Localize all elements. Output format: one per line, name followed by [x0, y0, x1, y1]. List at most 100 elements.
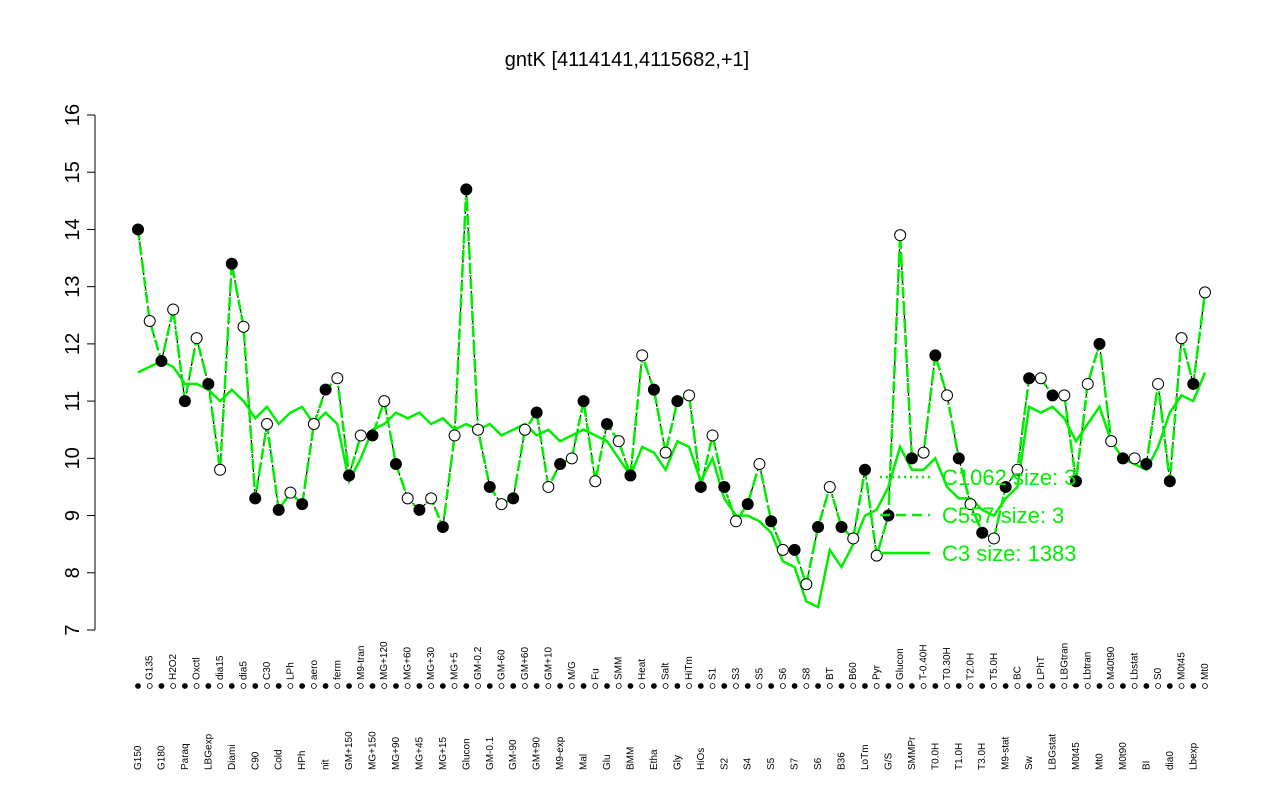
data-point: [835, 521, 848, 533]
x-tick-label: BT: [825, 667, 836, 680]
rug-dot: [182, 683, 188, 689]
rug-dot: [439, 683, 446, 689]
x-tick-label: S0: [1153, 667, 1164, 680]
rug-dot: [627, 683, 634, 689]
x-tick-label: M9-stat: [1001, 736, 1012, 770]
x-tick-label: GM-90: [508, 739, 519, 770]
rug-dot: [428, 683, 435, 689]
rug-dot: [322, 683, 329, 689]
x-tick-label: Glucon: [895, 648, 906, 680]
rug-dot: [873, 683, 880, 689]
rug-dot: [557, 683, 564, 689]
data-point: [307, 418, 320, 430]
rug-dot: [885, 683, 892, 689]
data-point: [976, 526, 989, 539]
x-tick-label: MG+5: [450, 652, 461, 680]
data-point: [812, 521, 825, 533]
data-point: [530, 406, 543, 419]
data-point: [952, 452, 965, 465]
x-tick-label: dia5: [239, 661, 250, 680]
y-tick-label: 12: [62, 333, 84, 355]
rug-dot: [1002, 683, 1009, 689]
x-tick-label: T0.30H: [942, 647, 953, 680]
x-tick-label: M0t45: [1071, 742, 1082, 770]
data-point: [249, 492, 262, 505]
rug-dot: [393, 683, 399, 689]
x-tick-label: HiTm: [684, 656, 695, 680]
rug-dot: [193, 683, 200, 689]
rug-dot: [779, 683, 786, 689]
x-tick-label: MG+30: [426, 646, 437, 680]
rug-dot: [334, 683, 341, 689]
x-tick-label: Lbstat: [1130, 653, 1141, 680]
rug-dot: [1202, 683, 1208, 689]
rug-dot: [756, 683, 763, 689]
y-tick-label: 9: [62, 510, 84, 521]
rug-dot: [369, 683, 376, 689]
data-point: [354, 429, 367, 442]
rug-dot: [592, 683, 599, 689]
x-tick-label: T1.0H: [954, 743, 965, 770]
rug-dot: [1073, 683, 1079, 689]
data-point: [202, 377, 215, 390]
x-tick-label: BI: [1141, 761, 1152, 770]
x-tick-label: C90: [250, 751, 261, 770]
data-point: [706, 429, 719, 442]
rug-dot: [533, 683, 540, 689]
data-point: [378, 395, 391, 408]
rug-dot: [1049, 683, 1056, 689]
data-point: [296, 498, 309, 511]
data-point: [1116, 452, 1129, 465]
x-tick-label: MG+60: [403, 646, 414, 680]
y-tick-label: 15: [62, 161, 84, 183]
rug-dot: [850, 683, 857, 689]
rug-dot: [146, 683, 153, 689]
data-point: [1070, 475, 1083, 488]
x-tick-label: B36: [837, 752, 848, 770]
x-tick-label: S5: [754, 667, 765, 680]
rug-dot: [1037, 683, 1044, 689]
rug-dot: [744, 683, 751, 689]
y-tick-label: 14: [62, 218, 84, 240]
data-point: [331, 372, 344, 385]
x-tick-label: M/G: [567, 661, 578, 680]
data-point: [776, 543, 789, 556]
x-tick-label: Etha: [649, 749, 660, 770]
x-tick-label: G180: [156, 745, 167, 770]
data-point: [542, 480, 555, 493]
rug-dot: [826, 683, 833, 689]
rug-dot: [991, 683, 997, 689]
rug-dot: [580, 683, 587, 689]
x-tick-label: M40t90: [1106, 646, 1117, 680]
data-point: [589, 475, 602, 488]
x-tick-label: LPhT: [1036, 656, 1047, 680]
rug-dot: [768, 683, 775, 689]
rug-dot: [721, 683, 728, 689]
x-tick-label: Fu: [590, 668, 601, 680]
data-point: [987, 532, 1000, 545]
y-tick-label: 7: [62, 624, 84, 635]
x-tick-label: Paraq: [180, 743, 191, 770]
data-point: [284, 486, 297, 499]
x-tick-label: dia15: [215, 655, 226, 680]
data-point: [636, 349, 649, 362]
data-point: [495, 498, 508, 511]
rug-dot: [639, 683, 646, 689]
rug-dot: [135, 683, 141, 689]
rug-dot: [240, 683, 247, 689]
rug-dot: [955, 683, 962, 689]
x-tick-label: S6: [813, 757, 824, 770]
rug-dot: [979, 683, 986, 689]
data-point: [143, 315, 156, 327]
x-tick-label: SMM: [614, 657, 625, 680]
data-point: [425, 492, 438, 505]
rug-dot: [381, 683, 388, 689]
data-point: [448, 429, 461, 442]
data-point: [894, 229, 907, 242]
data-point: [1034, 372, 1047, 385]
x-tick-label: M9-exp: [555, 736, 566, 770]
rug-dot: [228, 683, 235, 689]
x-tick-label: SMMPr: [907, 736, 918, 770]
data-point: [788, 543, 801, 556]
data-point: [905, 452, 918, 465]
